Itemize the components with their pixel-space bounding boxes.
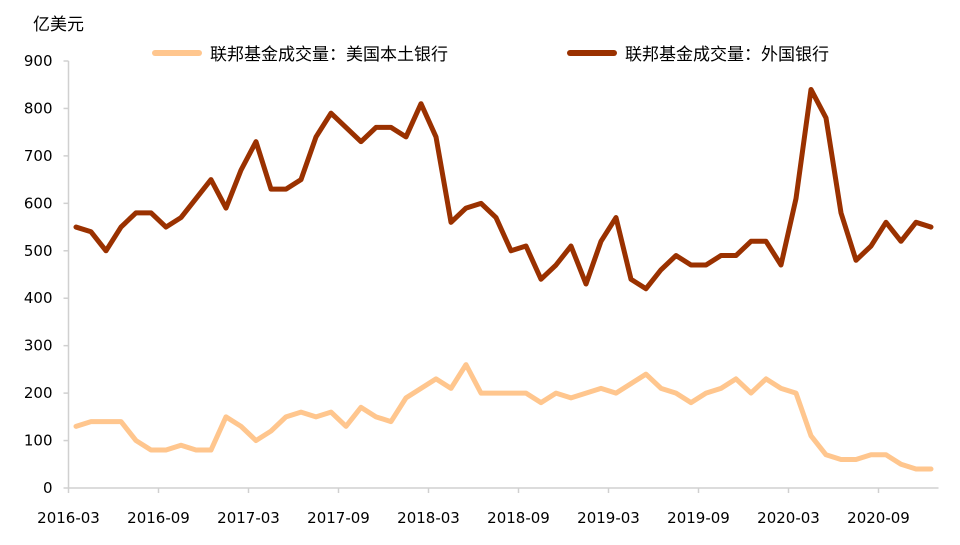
- legend-swatch-foreign: [567, 49, 617, 56]
- y-tick-label: 500: [24, 242, 53, 260]
- legend-item-foreign: 联邦基金成交量：外国银行: [567, 40, 829, 65]
- series-line-foreign: [73, 86, 934, 292]
- x-tick-label: 2020-03: [757, 509, 820, 527]
- y-tick-label: 0: [43, 479, 53, 497]
- legend-swatch-domestic: [152, 49, 202, 56]
- x-tick-label: 2018-09: [487, 509, 550, 527]
- y-tick-label: 800: [24, 99, 53, 117]
- y-tick-label: 300: [24, 337, 53, 355]
- series-line-domestic: [73, 362, 934, 472]
- x-tick-label: 2018-03: [397, 509, 460, 527]
- y-axis-unit-label: 亿美元: [33, 15, 84, 35]
- legend-label-foreign: 联邦基金成交量：外国银行: [625, 45, 829, 65]
- y-tick-label: 200: [24, 384, 53, 402]
- y-tick-label: 900: [24, 52, 53, 70]
- legend-label-domestic: 联邦基金成交量：美国本土银行: [210, 45, 448, 65]
- x-tick-label: 2017-03: [217, 509, 280, 527]
- y-tick-label: 700: [24, 147, 53, 165]
- y-tick-label: 400: [24, 289, 53, 307]
- x-tick-label: 2016-09: [127, 509, 190, 527]
- y-tick-label: 600: [24, 194, 53, 212]
- legend-item-domestic: 联邦基金成交量：美国本土银行: [152, 40, 448, 65]
- y-tick-label: 100: [24, 432, 53, 450]
- x-tick-label: 2019-03: [577, 509, 640, 527]
- x-tick-label: 2016-03: [37, 509, 100, 527]
- x-tick-label: 2020-09: [847, 509, 910, 527]
- x-tick-label: 2019-09: [667, 509, 730, 527]
- x-tick-label: 2017-09: [307, 509, 370, 527]
